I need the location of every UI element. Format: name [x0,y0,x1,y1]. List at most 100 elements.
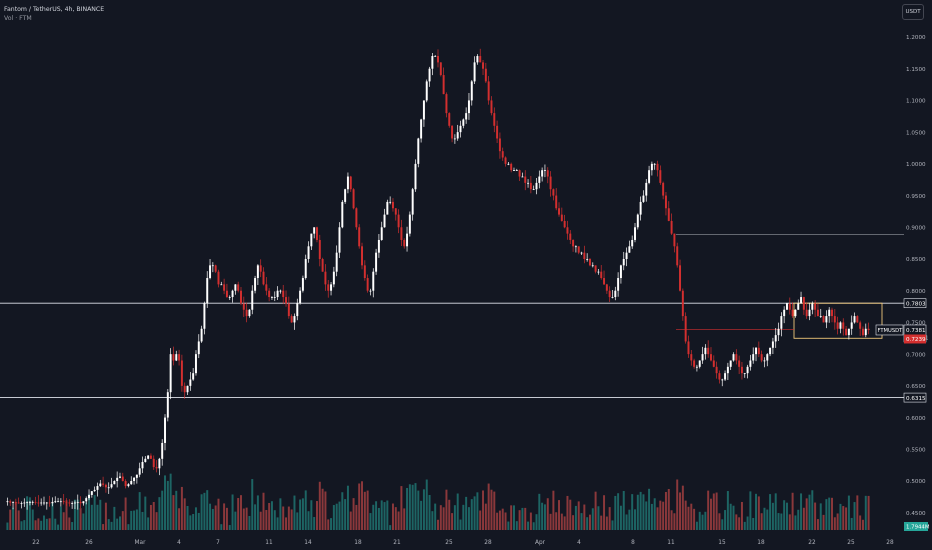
volume-bar [251,479,254,530]
candle-body [248,309,251,317]
candle-body [507,163,510,165]
volume-bar [164,475,166,530]
candle-body [422,100,425,120]
candle-body [259,265,262,272]
candle-body [710,354,712,361]
volume-bar [724,510,727,530]
volume-bar [203,492,206,530]
x-tick-label: 28 [886,540,894,546]
candle-body [822,316,825,323]
volume-bar [431,511,434,530]
volume-bar [634,509,636,530]
candle-body [420,119,423,139]
candle-body [864,328,867,336]
volume-bar [237,498,240,530]
volume-bar [189,515,192,530]
volume-bar [777,513,780,530]
volume-bar [96,504,99,530]
x-tick-label: 4 [177,540,181,546]
candle-body [771,341,774,348]
volume-bar [783,500,786,530]
volume-bar [501,508,504,530]
volume-bar [254,504,257,530]
candle-body [695,366,698,368]
candle-body [574,246,577,248]
volume-bar [617,493,620,530]
last-price-value: 0.7381 [906,328,926,334]
candle-body [563,220,566,228]
candle-body [324,271,327,285]
candle-body [121,476,124,481]
volume-bar [690,503,693,530]
volume-bar [667,489,670,530]
candle-body [54,501,57,503]
volume-bar [327,519,330,530]
candle-body [676,246,679,266]
level-label: 0.6315 [906,396,926,402]
volume-bar [403,508,406,530]
x-tick-label: 4 [577,540,581,546]
candle-body [513,170,515,171]
x-tick-label: 26 [85,540,93,546]
volume-bar [65,500,68,530]
candle-body [304,259,307,279]
volume-bar [805,498,808,530]
volume-bar [833,517,836,530]
volume-bar [121,511,124,530]
candle-body [197,341,200,355]
y-tick-label: 0.9500 [906,194,926,200]
volume-bar [310,500,313,530]
candle-body [408,214,411,234]
candle-body [23,502,26,504]
candle-body [335,252,338,272]
x-tick-label: 11 [265,540,273,546]
volume-bar [856,495,859,530]
candle-body [757,347,760,355]
volume-bar [422,489,425,530]
volume-bar [43,515,45,530]
candle-body [237,284,240,291]
volume-bar [864,495,867,530]
candle-body [285,297,288,304]
candle-body [552,189,555,196]
candle-body [175,354,178,361]
volume-bar [90,504,93,530]
candle-body [549,176,552,190]
candle-body [701,354,704,361]
candle-body [780,316,783,329]
volume-bar [828,497,831,530]
volume-bar [859,515,862,530]
x-tick-label: 22 [808,540,816,546]
volume-bar [673,513,676,530]
volume-bar [37,518,40,530]
volume-bar [614,495,617,530]
volume-bar [245,507,248,530]
volume-bar [558,500,561,530]
candle-body [560,214,563,221]
candle-body [597,271,600,273]
candle-body [107,487,110,489]
currency-button[interactable]: USDT [902,4,924,20]
volume-bar [549,513,552,530]
candle-body [805,309,808,317]
candle-body [738,360,741,367]
candle-body [619,265,622,279]
candle-body [625,252,628,259]
candle-body [493,113,496,126]
volume-bar [749,491,752,530]
volume-bar [14,501,17,530]
volume-bar [664,491,667,530]
volume-bar [521,507,524,530]
candle-body [211,265,214,267]
candle-body [372,271,375,291]
volume-bar [217,498,220,530]
candle-body [670,220,673,234]
candle-body [836,322,839,329]
candle-body [240,290,242,304]
candle-body [93,489,96,492]
volume-bar [721,519,724,530]
volume-bar [228,525,231,530]
candle-body [611,297,614,298]
volume-bar [141,511,144,530]
